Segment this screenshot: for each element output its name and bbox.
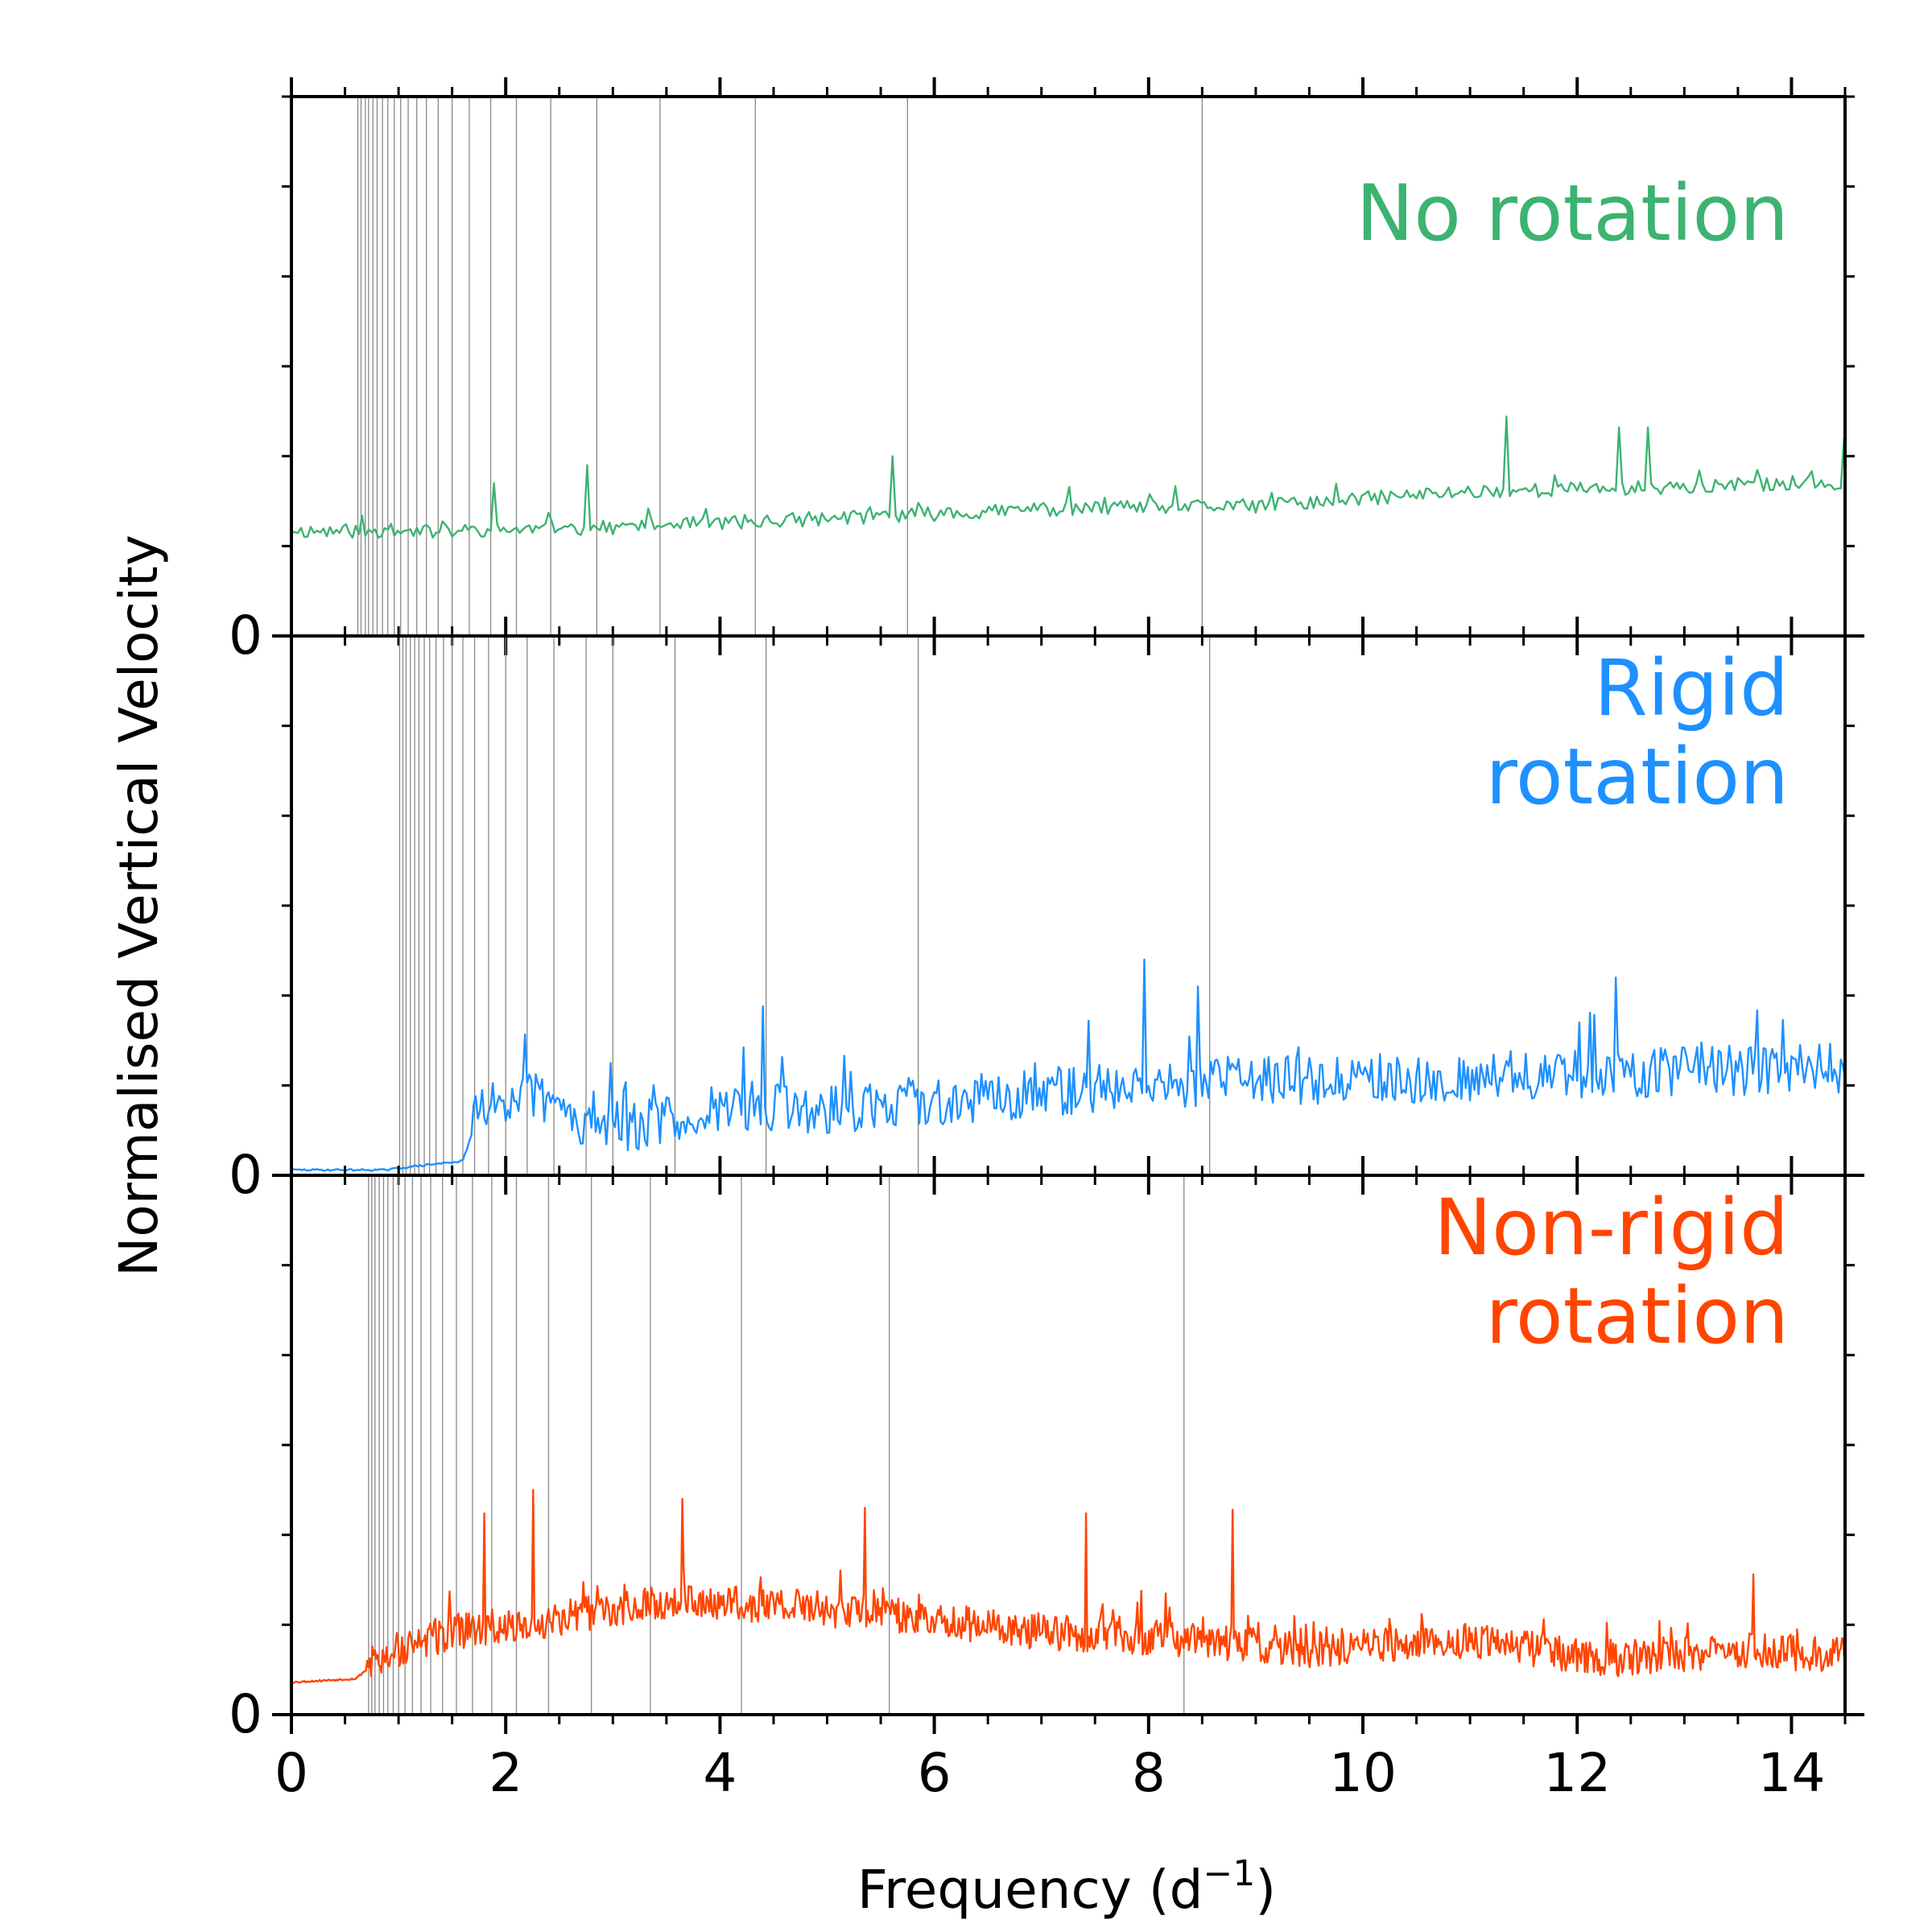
panel-annotation: Non-rigid bbox=[1434, 1183, 1789, 1273]
panel-annotation: Rigid bbox=[1594, 643, 1789, 733]
panel-annotation: rotation bbox=[1486, 732, 1789, 822]
y-tick-label: 0 bbox=[229, 605, 262, 667]
x-tick-label: 0 bbox=[275, 1742, 308, 1804]
panel-annotation: rotation bbox=[1486, 1271, 1789, 1361]
x-axis-label-close: ) bbox=[1255, 1859, 1276, 1921]
panel-1: 0 No rotation bbox=[229, 77, 1864, 667]
x-tick-label: 14 bbox=[1757, 1742, 1825, 1804]
series-line bbox=[291, 958, 1847, 1172]
y-tick-label: 0 bbox=[229, 1683, 262, 1745]
y-axis-label: Normalised Vertical Velocity bbox=[108, 535, 170, 1277]
x-tick-label: 2 bbox=[489, 1742, 522, 1804]
x-tick-label: 4 bbox=[703, 1742, 737, 1804]
y-tick-label: 0 bbox=[229, 1144, 262, 1206]
x-tick-label: 10 bbox=[1329, 1742, 1397, 1804]
series-line bbox=[291, 1488, 1846, 1684]
series-line bbox=[291, 415, 1845, 539]
panel-annotation: No rotation bbox=[1356, 168, 1789, 258]
x-tick-label: 8 bbox=[1132, 1742, 1166, 1804]
x-axis-label-main: Frequency (d bbox=[857, 1859, 1203, 1921]
x-tick-label: 6 bbox=[918, 1742, 952, 1804]
panels: 0No rotation0Rigidrotation0Non-rigidrota… bbox=[229, 77, 1864, 1804]
x-axis-label: Frequency (d−1) bbox=[857, 1853, 1276, 1921]
x-tick-label: 12 bbox=[1543, 1742, 1611, 1804]
x-axis-label-exponent: −1 bbox=[1203, 1853, 1255, 1894]
